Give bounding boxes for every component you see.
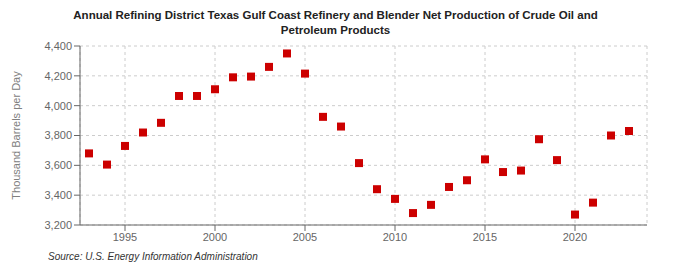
svg-text:4,200: 4,200 xyxy=(44,70,72,82)
svg-text:2005: 2005 xyxy=(293,231,317,243)
svg-text:2020: 2020 xyxy=(563,231,587,243)
svg-text:3,400: 3,400 xyxy=(44,189,72,201)
svg-text:3,800: 3,800 xyxy=(44,129,72,141)
svg-text:4,400: 4,400 xyxy=(44,40,72,52)
svg-text:2010: 2010 xyxy=(383,231,407,243)
html-text:Annual Refining District Texas: Annual Refining District Texas Gulf Coas… xyxy=(73,9,598,36)
svg-text:4,000: 4,000 xyxy=(44,100,72,112)
svg-text:2015: 2015 xyxy=(473,231,497,243)
html-text:Source: U.S. Energy Informatio: Source: U.S. Energy Information Administ… xyxy=(48,251,258,262)
svg-text:Thousand Barrels per Day: Thousand Barrels per Day xyxy=(10,71,22,200)
svg-text:3,600: 3,600 xyxy=(44,159,72,171)
svg-text:2000: 2000 xyxy=(203,231,227,243)
svg-text:1995: 1995 xyxy=(113,231,137,243)
svg-text:3,200: 3,200 xyxy=(44,219,72,231)
